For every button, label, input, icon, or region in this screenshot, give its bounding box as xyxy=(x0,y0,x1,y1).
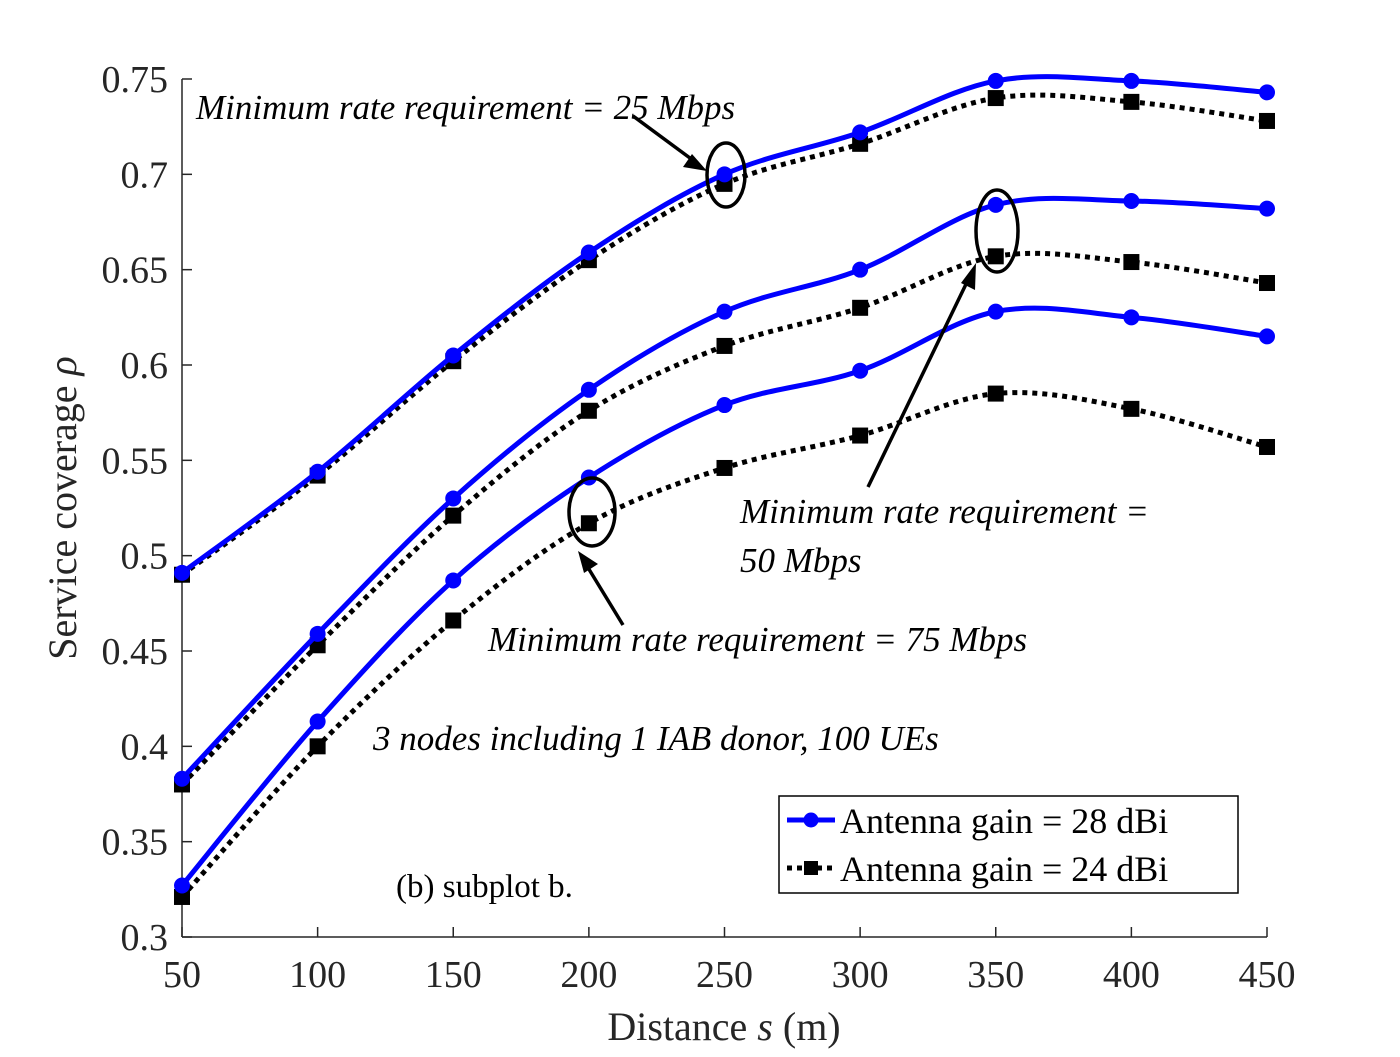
subplot-caption: (b) subplot b. xyxy=(396,869,573,905)
y-tick-label: 0.45 xyxy=(102,631,169,673)
data-point xyxy=(309,738,326,755)
x-tick-label: 150 xyxy=(425,954,482,996)
data-point xyxy=(1123,93,1140,110)
series-line xyxy=(180,74,1268,575)
data-point xyxy=(1259,112,1275,129)
x-tick-label: 50 xyxy=(163,954,201,996)
y-tick-label: 0.3 xyxy=(121,917,169,959)
y-tick-label: 0.35 xyxy=(102,822,169,864)
data-point xyxy=(174,770,190,787)
y-tick-label: 0.6 xyxy=(121,345,169,387)
legend-label-24dbi: Antenna gain = 24 dBi xyxy=(840,849,1168,889)
data-point xyxy=(852,362,869,379)
data-point xyxy=(1123,193,1140,210)
legend-box xyxy=(778,795,1239,894)
y-axis-title: Service coverage ρ xyxy=(40,356,85,659)
series-line xyxy=(180,250,1268,787)
data-point xyxy=(987,385,1004,402)
data-point xyxy=(987,196,1004,213)
series-3 xyxy=(174,248,1275,793)
data-point xyxy=(445,490,462,507)
data-point xyxy=(852,124,869,141)
annotation-25mbps: Minimum rate requirement = 25 Mbps xyxy=(195,88,735,127)
x-axis-title: Distance s (m) xyxy=(607,1004,840,1049)
y-tick-label: 0.7 xyxy=(121,154,169,196)
arrow-50mbps xyxy=(866,263,976,488)
data-point xyxy=(987,90,1004,107)
data-point xyxy=(1259,328,1275,345)
legend-marker-24dbi xyxy=(804,861,818,875)
y-tick-label: 0.75 xyxy=(102,59,169,101)
x-tick-label: 250 xyxy=(696,954,753,996)
data-point xyxy=(1259,438,1275,455)
legend-marker-28dbi xyxy=(803,812,819,828)
arrow-75mbps xyxy=(578,551,625,626)
x-tick-label: 100 xyxy=(289,954,346,996)
data-point xyxy=(580,381,597,398)
data-point xyxy=(445,507,462,524)
y-tick-label: 0.65 xyxy=(102,250,169,292)
series-4 xyxy=(174,303,1275,894)
legend: Antenna gain = 28 dBi Antenna gain = 24 … xyxy=(778,795,1239,894)
data-point xyxy=(309,463,326,480)
data-point xyxy=(309,713,326,730)
ellipse-25mbps xyxy=(705,141,747,209)
data-point xyxy=(174,564,190,581)
data-point xyxy=(716,303,733,320)
legend-label-28dbi: Antenna gain = 28 dBi xyxy=(840,801,1168,841)
series-5 xyxy=(174,385,1275,905)
data-point xyxy=(580,402,597,419)
data-point xyxy=(852,261,869,278)
data-point xyxy=(852,299,869,316)
data-point xyxy=(1259,84,1275,101)
data-point xyxy=(580,515,597,532)
x-tick-label: 400 xyxy=(1103,954,1160,996)
ellipse-75mbps xyxy=(567,476,617,548)
data-point xyxy=(174,877,190,894)
data-point xyxy=(445,347,462,364)
data-point xyxy=(987,248,1004,265)
data-point xyxy=(987,72,1004,89)
data-point xyxy=(716,337,733,354)
series-2 xyxy=(174,193,1275,787)
annotation-setup: 3 nodes including 1 IAB donor, 100 UEs xyxy=(372,719,939,758)
y-tick-label: 0.55 xyxy=(102,440,169,482)
x-tick-label: 200 xyxy=(560,954,617,996)
series-0 xyxy=(174,72,1275,581)
data-point xyxy=(1123,309,1140,326)
annotation-50mbps-line1: Minimum rate requirement = xyxy=(739,492,1149,531)
series-line xyxy=(180,305,1268,888)
data-point xyxy=(852,135,869,152)
data-point xyxy=(987,303,1004,320)
data-point xyxy=(445,572,462,589)
data-point xyxy=(174,888,190,905)
series-line xyxy=(180,195,1268,781)
annotation-50mbps-line2: 50 Mbps xyxy=(740,541,862,580)
arrow-25mbps xyxy=(631,114,707,171)
data-point xyxy=(580,244,597,261)
x-tick-label: 300 xyxy=(832,954,889,996)
data-point xyxy=(1123,72,1140,89)
data-point xyxy=(852,427,869,444)
data-point xyxy=(309,625,326,642)
data-point xyxy=(445,612,462,629)
axis-ticks: 50 100 150 200 250 300 350 400 450 0.3 0.35 0.4 0.45… xyxy=(102,59,1296,996)
data-point xyxy=(1123,254,1140,271)
data-point xyxy=(1259,200,1275,217)
x-tick-label: 450 xyxy=(1239,954,1296,996)
ellipse-50mbps xyxy=(974,188,1020,274)
annotation-75mbps: Minimum rate requirement = 75 Mbps xyxy=(487,620,1027,659)
data-point xyxy=(716,397,733,414)
data-point xyxy=(716,459,733,476)
y-tick-label: 0.4 xyxy=(121,726,169,768)
data-point xyxy=(1123,400,1140,417)
x-tick-label: 350 xyxy=(967,954,1024,996)
series-line xyxy=(180,390,1268,899)
y-tick-label: 0.5 xyxy=(121,536,169,578)
data-point xyxy=(716,166,733,183)
data-point xyxy=(1259,275,1275,292)
